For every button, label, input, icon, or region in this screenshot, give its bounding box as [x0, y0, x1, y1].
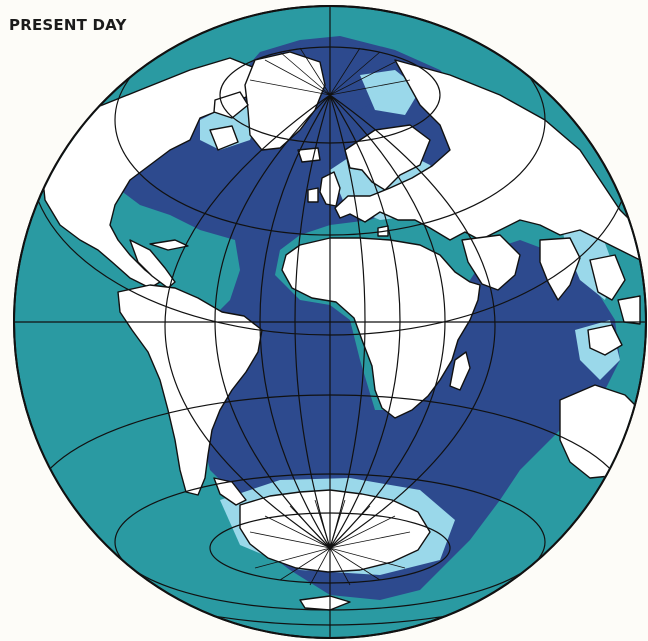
land-southern-island	[299, 595, 351, 611]
land-arctic-island-1	[213, 91, 249, 119]
land-scandinavia	[344, 124, 431, 191]
land-eurasia	[334, 59, 641, 261]
map-caption: PRESENT DAY	[9, 16, 127, 34]
land-cuba	[149, 239, 189, 251]
meridian-line	[294, 94, 331, 549]
meridian-line	[259, 94, 331, 549]
land-arctic-island-2	[209, 125, 239, 151]
deep-ocean-basin	[120, 36, 620, 600]
meridian-line	[329, 94, 401, 549]
land-iceland	[297, 147, 321, 163]
land-southeast-asia	[589, 254, 626, 301]
meridian-line	[164, 94, 331, 549]
meridian-line	[329, 94, 366, 549]
land-africa	[281, 237, 481, 419]
meridian-line	[329, 94, 496, 549]
land-borneo	[617, 295, 641, 325]
longitude-lines	[164, 7, 496, 637]
north-pole-rays	[249, 47, 411, 96]
globe-rim	[13, 5, 647, 639]
land-central-america	[129, 239, 176, 289]
land-indonesia	[587, 324, 623, 356]
land-india	[539, 237, 581, 301]
land-madagascar	[449, 351, 471, 391]
land-north-america	[39, 57, 256, 289]
land-ireland	[307, 187, 319, 203]
meridian-line	[214, 94, 331, 549]
meridian-line	[329, 94, 446, 549]
south-pole-rays	[249, 499, 411, 586]
land-australia	[559, 384, 641, 479]
